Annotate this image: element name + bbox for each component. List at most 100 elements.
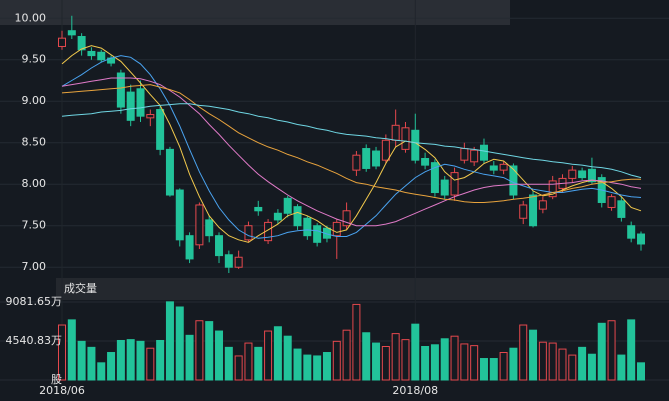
y-tick-label: 7.00 xyxy=(22,260,47,273)
volume-bar xyxy=(77,340,86,381)
y-tick-label: 9.50 xyxy=(22,53,47,66)
candle-body xyxy=(352,154,361,171)
volume-bar xyxy=(578,346,587,381)
candle-body xyxy=(587,168,596,183)
volume-bar xyxy=(568,354,577,381)
volume-bar xyxy=(107,352,116,381)
candle-body xyxy=(205,219,214,237)
volume-bar xyxy=(273,326,282,381)
volume-bar xyxy=(234,355,243,381)
volume-bar xyxy=(381,346,390,381)
volume-bar xyxy=(215,330,224,381)
volume-bar xyxy=(637,362,645,381)
candle-body xyxy=(362,148,371,169)
y-tick-label: 9.00 xyxy=(22,94,47,107)
candle-body xyxy=(421,158,430,166)
y-tick-label: 8.00 xyxy=(22,177,47,190)
marks xyxy=(58,15,645,381)
volume-bar xyxy=(440,338,449,381)
candle-body xyxy=(342,210,351,227)
volume-bar xyxy=(411,323,420,381)
volume-bar xyxy=(205,321,214,381)
volume-bar xyxy=(244,342,253,381)
y-tick-label: 10.00 xyxy=(15,11,47,24)
candle-body xyxy=(479,144,488,161)
candle-body xyxy=(411,129,420,161)
candle-body xyxy=(372,150,381,167)
candle-body xyxy=(529,194,538,227)
x-tick-label: 2018/08 xyxy=(392,384,438,397)
candle-body xyxy=(627,225,636,239)
candle-body xyxy=(450,172,459,196)
y-tick-label: 8.50 xyxy=(22,136,47,149)
volume-tick-label: 4540.83万 xyxy=(6,334,63,347)
volume-bar xyxy=(146,347,155,381)
volume-bar xyxy=(479,358,488,381)
volume-bar xyxy=(303,354,312,381)
volume-bar xyxy=(264,330,273,381)
volume-bar xyxy=(450,335,459,381)
candle-body xyxy=(381,139,390,161)
volume-bar xyxy=(116,339,125,381)
volume-bar xyxy=(322,352,331,381)
volume-bar xyxy=(156,339,165,381)
volume-bar xyxy=(332,340,341,381)
candle-body xyxy=(519,204,528,219)
moving-average-line xyxy=(61,77,642,227)
candle-body xyxy=(538,200,547,210)
candle-body xyxy=(136,88,145,117)
volume-bar xyxy=(175,306,184,381)
volume-bar xyxy=(195,320,204,381)
volume-bar xyxy=(97,362,106,381)
candle-body xyxy=(67,30,76,36)
candle-body xyxy=(273,212,282,221)
candle-body xyxy=(283,197,292,214)
volume-bar xyxy=(421,346,430,381)
candle-body xyxy=(215,235,224,257)
candle-body xyxy=(568,169,577,179)
candle-body xyxy=(293,206,302,227)
candle-body xyxy=(617,200,626,218)
volume-bar xyxy=(499,352,508,381)
volume-bar xyxy=(254,346,263,381)
candle-body xyxy=(175,189,184,241)
moving-average-line xyxy=(61,84,641,203)
candle-body xyxy=(224,254,233,268)
volume-bar xyxy=(372,342,381,381)
volume-bar xyxy=(342,329,351,381)
candle-body xyxy=(185,235,194,260)
candle-body xyxy=(156,109,165,150)
volume-bar xyxy=(489,358,498,381)
candle-body xyxy=(578,170,587,179)
labels: 7.00 7.50 8.00 8.50 9.00 9.50 10.00 股 4540.83万 90… xyxy=(6,11,439,397)
candle-body xyxy=(637,233,645,245)
volume-bar xyxy=(313,355,322,381)
volume-bar xyxy=(558,348,567,381)
volume-bar xyxy=(538,341,547,381)
candle-body xyxy=(332,221,341,237)
volume-bar xyxy=(283,335,292,381)
volume-bar xyxy=(58,324,66,381)
candle-body xyxy=(165,148,174,196)
candle-body xyxy=(391,124,400,141)
volume-bar xyxy=(391,333,400,381)
candle-body xyxy=(489,165,498,171)
volume-bar xyxy=(136,340,145,381)
volume-bar xyxy=(67,319,76,381)
moving-average-line xyxy=(61,103,642,179)
volume-bar xyxy=(293,348,302,381)
candle-body xyxy=(303,217,312,237)
candle-body xyxy=(470,149,479,163)
info-bar xyxy=(0,0,510,25)
volume-bar xyxy=(597,322,606,381)
volume-bar xyxy=(617,354,626,381)
candle-body xyxy=(146,114,155,119)
volume-bar xyxy=(587,353,596,381)
candle-body xyxy=(313,225,322,243)
volume-bar xyxy=(224,346,233,381)
volume-bar xyxy=(352,303,361,381)
candle-body xyxy=(87,50,96,57)
volume-bar xyxy=(548,342,557,381)
